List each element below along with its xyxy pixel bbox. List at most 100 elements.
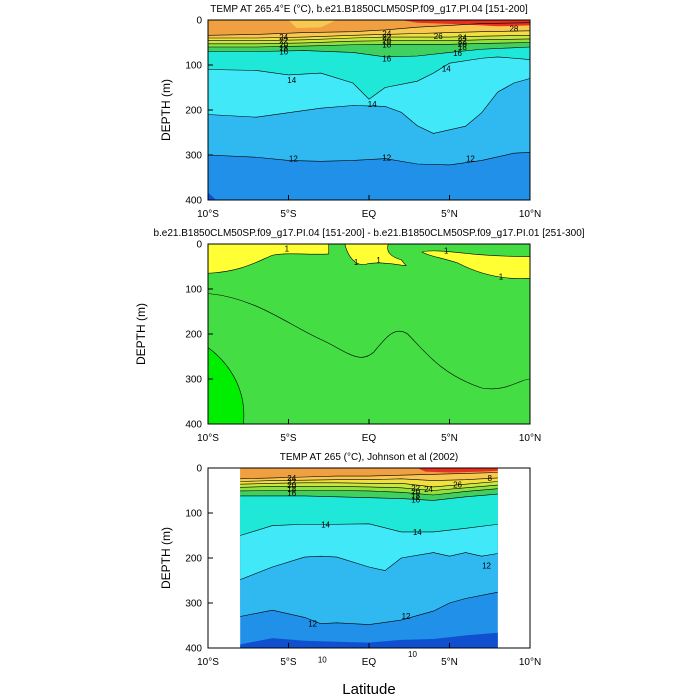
contour-line-20 <box>208 38 530 45</box>
contour-label: 1 <box>376 256 381 265</box>
y-tick-label: 400 <box>185 644 202 655</box>
panel-2-contour-labels: 1 1 1 1 1 <box>285 245 504 282</box>
contour-label: 24 <box>382 30 391 39</box>
x-tick-label: 10°N <box>519 433 541 444</box>
contour-label: 16 <box>382 54 391 63</box>
contour-label: 14 <box>413 528 422 537</box>
contour-label: 16 <box>453 49 462 58</box>
y-tick-label: 100 <box>185 509 202 520</box>
x-tick-label: 10°S <box>197 657 219 668</box>
contour-line-14 <box>208 56 530 100</box>
x-tick-label: 5°S <box>280 433 297 444</box>
warm-core-fill <box>417 468 498 473</box>
contour-label: 1 <box>285 245 290 254</box>
contour-label: 22 <box>279 37 288 46</box>
contour-label: 16 <box>279 48 288 57</box>
contour-label: 24 <box>458 34 467 43</box>
positive-region-right <box>421 250 530 279</box>
y-tick-label: 300 <box>185 375 202 386</box>
contour-line-12 <box>240 552 498 580</box>
contour-label: 16 <box>287 489 296 498</box>
y-tick-label: 300 <box>185 151 202 162</box>
contour-line-20 <box>240 484 498 491</box>
contour-label: 16 <box>411 496 420 505</box>
contour-line-22 <box>240 481 498 488</box>
contour-label: 22 <box>458 37 467 46</box>
y-tick-label: 0 <box>196 240 202 251</box>
contour-label: 18 <box>279 44 288 53</box>
contour-label: 14 <box>442 65 451 74</box>
y-tick-label: 400 <box>185 420 202 431</box>
panel-3-title: TEMP AT 265 (°C), Johnson et al (2002) <box>280 452 459 463</box>
panel-2-x-ticks: 10°S 5°S EQ 5°N 10°N <box>197 419 541 444</box>
contour-label: 18 <box>382 40 391 49</box>
contour-line-18 <box>208 42 530 48</box>
contour-line-14 <box>240 523 498 536</box>
x-tick-label: 10°N <box>519 209 541 220</box>
contour-label: 20 <box>287 481 296 490</box>
contour-label: 18 <box>287 485 296 494</box>
panel-2-plot <box>208 244 530 424</box>
contour-label: 26 <box>453 481 462 490</box>
panel-1-ylabel: DEPTH (m) <box>159 79 173 141</box>
panel-3: TEMP AT 265 (°C), Johnson et al (2002) 2… <box>159 452 541 668</box>
y-tick-label: 0 <box>196 16 202 27</box>
contour-label: 10 <box>408 650 417 659</box>
difference-fill <box>208 244 530 424</box>
contour-label: 24 <box>279 33 288 42</box>
panel-3-x-ticks: 10°S 5°S EQ 5°N 10°N <box>197 643 541 668</box>
contour-line-22 <box>208 35 530 41</box>
contour-label: 12 <box>466 155 475 164</box>
y-tick-label: 200 <box>185 330 202 341</box>
panel-2: b.e21.B1850CLM50SP.f09_g17.PI.04 [151-20… <box>134 228 585 444</box>
panel-1-title: TEMP AT 265.4°E (°C), b.e21.B1850CLM50SP… <box>210 4 528 15</box>
contour-label: 20 <box>279 40 288 49</box>
contour-label: 14 <box>368 100 377 109</box>
contour-line-26 <box>208 22 530 36</box>
y-tick-label: 200 <box>185 554 202 565</box>
contour-line-16 <box>208 46 530 58</box>
panel-2-y-ticks: 0 100 200 300 400 <box>185 240 213 431</box>
contour-label: 20 <box>382 37 391 46</box>
coldest-water-fill <box>208 192 217 200</box>
contour-label: 18 <box>458 43 467 52</box>
contour-line-16 <box>240 493 498 501</box>
panel-1-y-ticks: 0 100 200 300 400 <box>185 16 213 207</box>
contour-line-24 <box>240 477 498 482</box>
panel-1: TEMP AT 265.4°E (°C), b.e21.B1850CLM50SP… <box>159 4 541 220</box>
contour-label: 22 <box>287 478 296 487</box>
contour-label: 10 <box>318 655 327 664</box>
contour-label: 12 <box>308 620 317 629</box>
panel-1-x-ticks: 10°S 5°S EQ 5°N 10°N <box>197 195 541 220</box>
contour-label: 22 <box>411 484 420 493</box>
contour-line-12 <box>208 78 530 134</box>
y-tick-label: 100 <box>185 285 202 296</box>
warm-core-fill <box>401 20 530 27</box>
contour-label: 20 <box>411 487 420 496</box>
contour-line-26 <box>240 472 498 480</box>
x-tick-label: 5°N <box>441 209 458 220</box>
contour-label: 24 <box>287 474 296 483</box>
x-tick-label: 10°N <box>519 657 541 668</box>
y-tick-label: 0 <box>196 464 202 475</box>
y-tick-label: 300 <box>185 599 202 610</box>
x-tick-label: EQ <box>362 433 377 444</box>
positive-region-left <box>208 244 330 274</box>
contour-label: 1 <box>444 246 449 255</box>
panel-2-ylabel: DEPTH (m) <box>134 303 148 365</box>
contour-label: 12 <box>482 562 491 571</box>
contour-label: 8 <box>488 474 493 483</box>
x-tick-label: 5°N <box>441 657 458 668</box>
x-tick-label: 10°S <box>197 433 219 444</box>
contour-label: 1 <box>354 258 359 267</box>
contour-line-10 <box>208 152 530 166</box>
difference-contour <box>208 293 530 390</box>
contour-line-24 <box>208 30 530 39</box>
contour-label: 24 <box>424 485 433 494</box>
x-tick-label: 5°N <box>441 433 458 444</box>
contour-label: 22 <box>382 33 391 42</box>
figure-xlabel: Latitude <box>342 681 395 698</box>
